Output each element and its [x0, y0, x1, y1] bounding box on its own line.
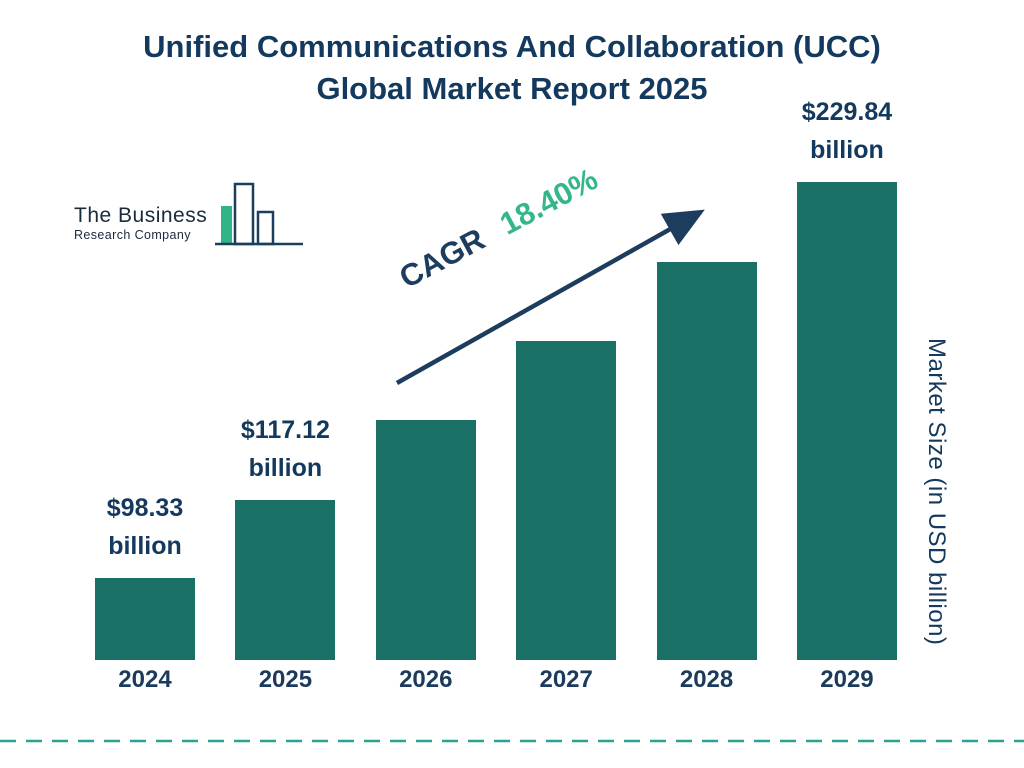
company-logo-text: The Business Research Company — [74, 204, 207, 242]
bar-column-2024: $98.33 billion — [95, 489, 195, 660]
data-label-2029-amount: $229.84 — [801, 97, 893, 126]
data-label-2024: $98.33 billion — [107, 489, 183, 567]
bar-column-2029: $229.84 billion — [796, 93, 897, 660]
bar-2029 — [796, 182, 897, 660]
x-tick-2026: 2026 — [399, 666, 453, 693]
page-title-line2: Global Market Report 2025 — [316, 70, 708, 106]
x-tick-2029: 2029 — [820, 666, 874, 693]
bar-2027 — [516, 341, 617, 660]
bar-2024 — [95, 578, 195, 660]
logo-name-line2: Research Company — [74, 228, 191, 242]
bar-chart-logo-icon — [215, 182, 304, 246]
y-axis-label: Market Size (in USD billion) — [923, 338, 950, 646]
data-label-2025-unit: billion — [248, 454, 323, 483]
bar-series: $98.33 billion $117.12 billion $229.84 b… — [95, 93, 897, 660]
company-logo: The Business Research Company — [74, 182, 305, 248]
page-title: Unified Communications And Collaboration… — [0, 26, 1024, 110]
x-tick-2025: 2025 — [258, 666, 313, 693]
logo-name-line1: The Business — [74, 204, 208, 227]
bottom-dashed-rule — [0, 739, 1024, 743]
bar-column-2027 — [516, 341, 617, 660]
data-label-2029: $229.84 billion — [802, 93, 892, 171]
data-label-2024-unit: billion — [108, 532, 182, 561]
x-tick-2027: 2027 — [539, 666, 593, 693]
bar-2028 — [656, 262, 757, 660]
bar-2026 — [375, 420, 476, 660]
x-axis-labels: 2024 2025 2026 2027 2028 2029 — [95, 666, 897, 694]
bar-column-2028 — [656, 262, 757, 660]
data-label-2029-unit: billion — [810, 136, 884, 165]
bar-2025 — [235, 500, 336, 660]
x-tick-2024: 2024 — [118, 666, 172, 693]
page-title-line1: Unified Communications And Collaboration… — [143, 29, 881, 64]
x-tick-2028: 2028 — [679, 666, 734, 693]
bar-column-2025: $117.12 billion — [235, 411, 336, 660]
data-label-2025-amount: $117.12 — [240, 415, 330, 444]
data-label-2025: $117.12 billion — [241, 411, 330, 489]
data-label-2024-amount: $98.33 — [106, 493, 184, 522]
bar-column-2026 — [375, 420, 476, 660]
